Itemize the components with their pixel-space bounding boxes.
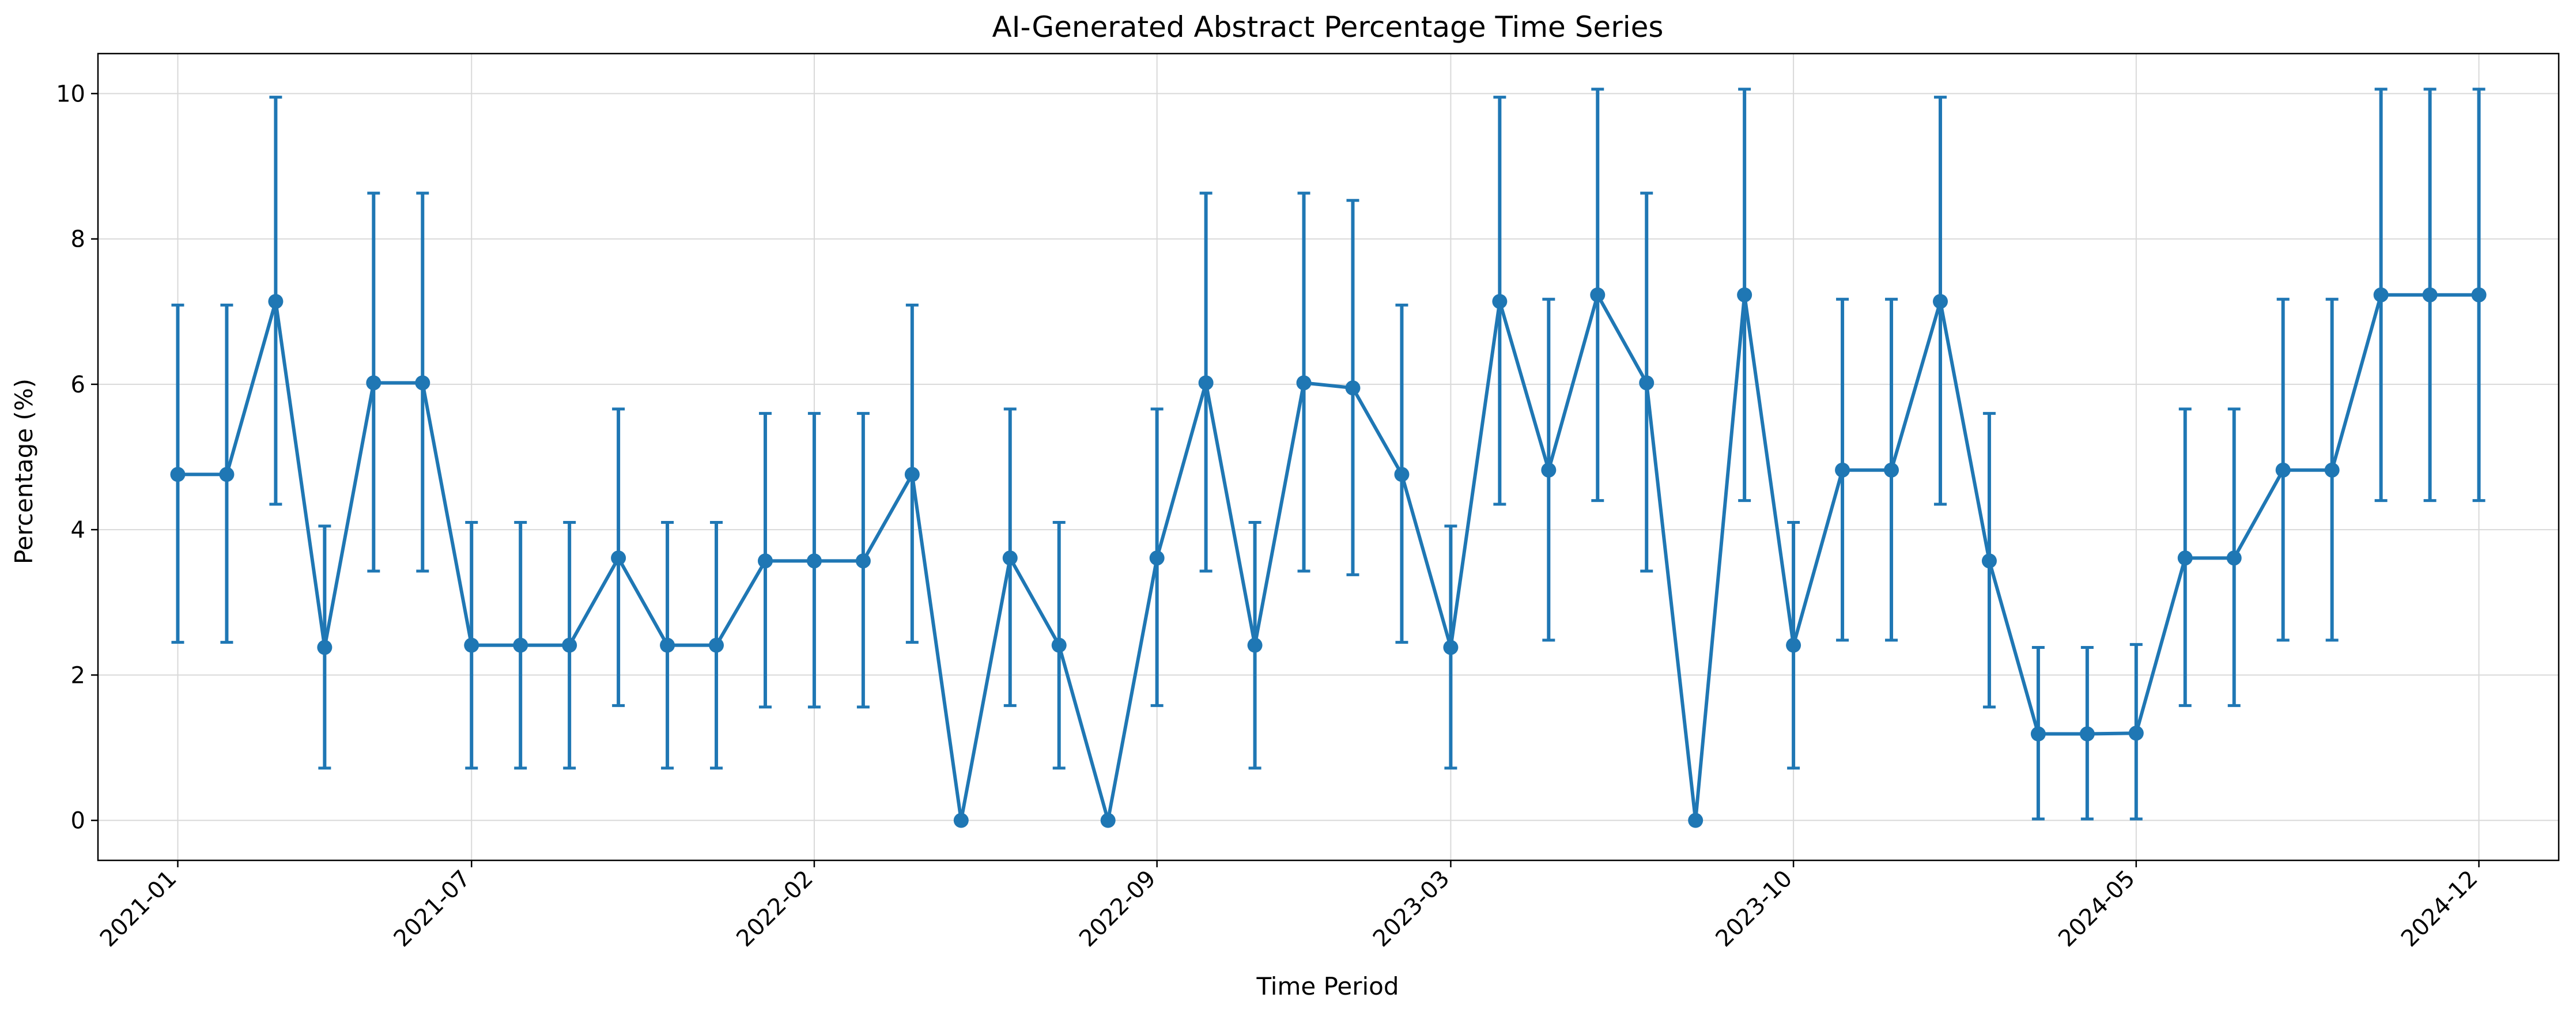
data-point: [2128, 726, 2144, 741]
data-point: [1541, 462, 1557, 478]
data-point: [2079, 726, 2095, 742]
data-point: [1786, 637, 1801, 653]
y-tick-label: 2: [71, 662, 85, 689]
y-tick-label: 0: [71, 808, 85, 834]
data-point: [1149, 550, 1165, 566]
y-axis-label: Percentage (%): [10, 379, 38, 564]
data-point: [2422, 287, 2438, 303]
data-point: [513, 637, 528, 653]
data-point: [1198, 375, 1214, 391]
data-point: [1002, 550, 1018, 566]
data-point: [1394, 467, 1410, 482]
data-point: [1835, 462, 1850, 478]
series-line: [177, 293, 2479, 822]
data-point: [170, 467, 186, 482]
data-point: [611, 550, 626, 566]
data-point: [415, 375, 430, 391]
series-layer: [170, 88, 2487, 828]
y-tick-label: 8: [71, 226, 85, 253]
chart-title: AI-Generated Abstract Percentage Time Se…: [992, 10, 1664, 44]
data-point: [366, 375, 382, 391]
data-point: [806, 553, 822, 569]
x-axis-label: Time Period: [1256, 972, 1399, 1000]
data-point: [562, 637, 577, 653]
data-point: [1247, 637, 1263, 653]
data-point: [2275, 462, 2291, 478]
y-tick-label: 10: [56, 81, 85, 107]
y-tick-label: 6: [71, 372, 85, 398]
data-point: [1884, 462, 1899, 478]
data-point: [1590, 287, 1606, 303]
data-point: [2226, 550, 2242, 566]
data-point: [2177, 550, 2193, 566]
data-point: [2471, 287, 2487, 303]
data-point: [1639, 375, 1655, 391]
data-point: [2373, 287, 2389, 303]
plot-frame: [97, 52, 2560, 862]
data-point: [1051, 637, 1067, 653]
data-point: [1492, 294, 1508, 309]
data-point: [757, 553, 773, 569]
data-point: [904, 467, 920, 482]
data-point: [1443, 640, 1459, 655]
data-point: [219, 467, 235, 482]
y-tick-label: 4: [71, 517, 85, 543]
data-point: [660, 637, 675, 653]
data-point: [2030, 726, 2046, 742]
data-point: [1981, 553, 1997, 569]
data-point: [464, 637, 479, 653]
data-point: [2324, 462, 2340, 478]
data-point: [1737, 287, 1752, 303]
data-point: [317, 640, 333, 655]
data-point: [1345, 380, 1361, 396]
data-point: [953, 813, 969, 828]
data-point: [1100, 813, 1116, 828]
data-point: [1296, 375, 1312, 391]
data-point: [855, 553, 871, 569]
data-point: [1688, 813, 1704, 828]
data-point: [1932, 294, 1948, 309]
data-point: [709, 637, 724, 653]
data-point: [268, 294, 284, 309]
